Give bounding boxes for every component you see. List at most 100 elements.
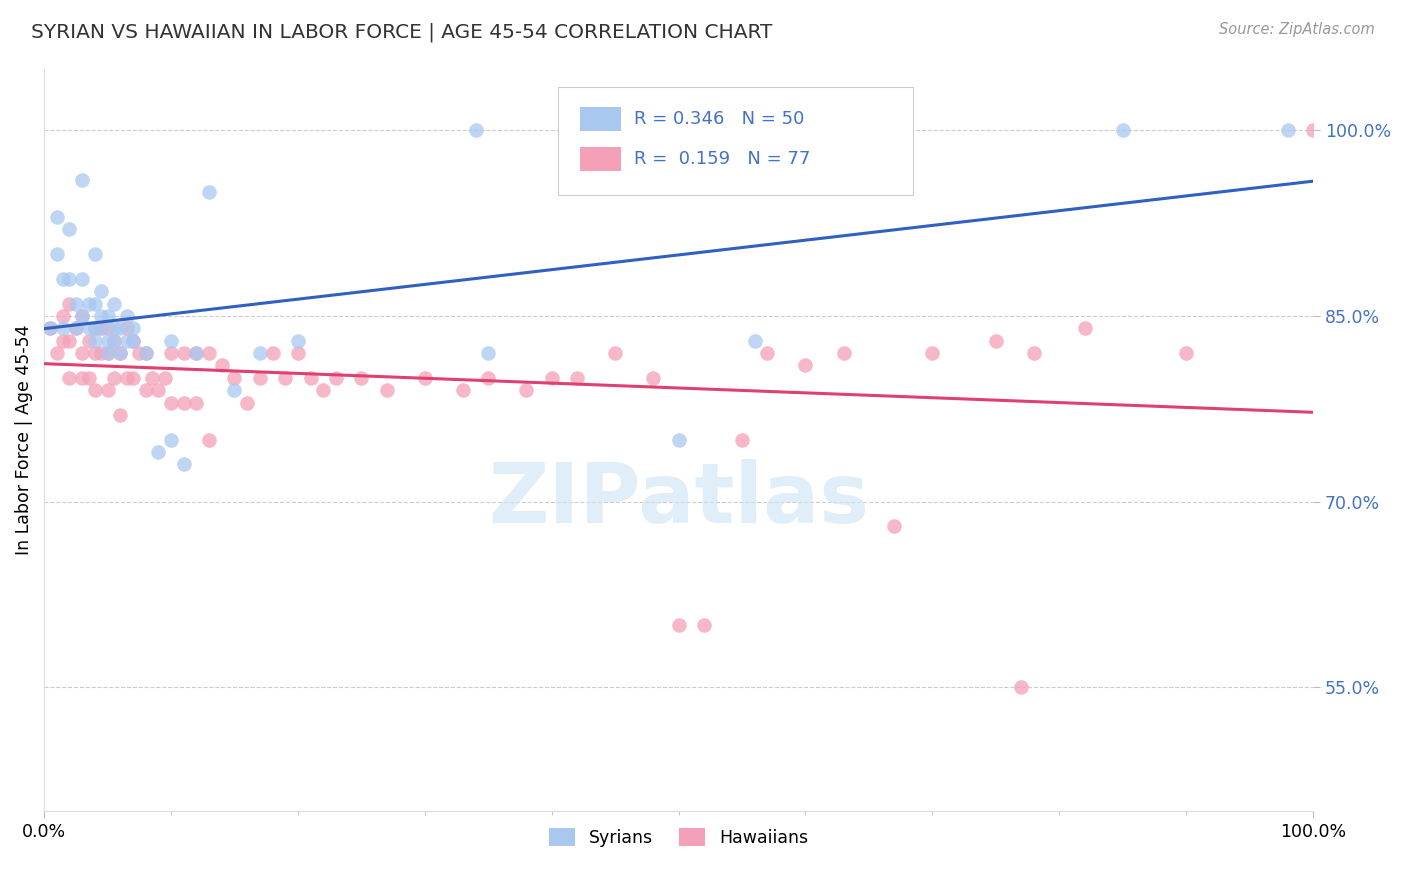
Point (274, 371, 297, 385)
Point (1022, 346, 1045, 360)
Text: Source: ZipAtlas.com: Source: ZipAtlas.com (1219, 22, 1375, 37)
Point (312, 383, 335, 397)
Point (160, 346, 183, 360)
Point (605, 346, 627, 360)
Point (198, 186, 221, 200)
Point (287, 334, 309, 348)
Point (540, 371, 562, 385)
Point (135, 383, 157, 397)
FancyBboxPatch shape (558, 87, 914, 194)
Text: SYRIAN VS HAWAIIAN IN LABOR FORCE | AGE 45-54 CORRELATION CHART: SYRIAN VS HAWAIIAN IN LABOR FORCE | AGE … (31, 22, 772, 42)
Point (325, 371, 347, 385)
Point (122, 371, 145, 385)
Point (110, 321, 132, 335)
Point (186, 346, 208, 360)
Point (1112, 123, 1135, 137)
Point (148, 445, 170, 459)
Point (153, 371, 176, 385)
Point (110, 346, 132, 360)
Legend: Syrians, Hawaiians: Syrians, Hawaiians (543, 822, 815, 855)
Point (83, 346, 105, 360)
Point (65, 321, 87, 335)
Point (58, 272, 80, 286)
Point (97, 346, 120, 360)
Point (58, 296, 80, 310)
Point (173, 395, 195, 409)
Point (883, 519, 905, 533)
Point (70, 371, 93, 385)
Point (39, 321, 62, 335)
Point (135, 346, 157, 360)
Point (45, 247, 67, 261)
Point (668, 618, 690, 632)
Point (1010, 680, 1032, 694)
Point (122, 334, 145, 348)
Point (83, 383, 105, 397)
Y-axis label: In Labor Force | Age 45-54: In Labor Force | Age 45-54 (15, 325, 32, 555)
Point (103, 334, 125, 348)
Point (186, 346, 208, 360)
Point (97, 334, 120, 348)
Point (115, 321, 138, 335)
Point (128, 346, 150, 360)
Point (693, 618, 716, 632)
Text: R = 0.346   N = 50: R = 0.346 N = 50 (634, 110, 804, 128)
Point (83, 334, 105, 348)
Point (90, 321, 112, 335)
Point (70, 173, 93, 187)
Point (97, 346, 120, 360)
Point (186, 395, 208, 409)
Bar (579, 147, 621, 171)
Point (39, 321, 62, 335)
Point (77, 296, 100, 310)
Point (83, 321, 105, 335)
Point (1302, 123, 1324, 137)
Point (110, 346, 132, 360)
Point (160, 395, 183, 409)
Point (110, 408, 132, 422)
Point (90, 321, 112, 335)
Point (97, 383, 120, 397)
Point (375, 383, 398, 397)
Point (236, 395, 259, 409)
Point (70, 309, 93, 323)
Point (135, 346, 157, 360)
Point (115, 334, 138, 348)
Point (58, 222, 80, 236)
Point (262, 346, 284, 360)
Point (90, 309, 112, 323)
Point (52, 272, 75, 286)
Point (90, 346, 112, 360)
Point (52, 309, 75, 323)
Point (83, 247, 105, 261)
Point (668, 433, 690, 447)
Point (122, 321, 145, 335)
Point (756, 346, 779, 360)
Point (160, 433, 183, 447)
Point (122, 334, 145, 348)
Point (1175, 346, 1198, 360)
Point (198, 433, 221, 447)
Point (97, 309, 120, 323)
Point (299, 371, 322, 385)
Point (115, 371, 138, 385)
Point (70, 272, 93, 286)
Point (249, 371, 271, 385)
Text: R =  0.159   N = 77: R = 0.159 N = 77 (634, 150, 810, 168)
Point (451, 383, 474, 397)
Point (90, 284, 112, 298)
Point (65, 296, 87, 310)
Point (921, 346, 943, 360)
Point (45, 210, 67, 224)
Point (83, 321, 105, 335)
Point (794, 123, 817, 137)
Point (97, 321, 120, 335)
Point (70, 309, 93, 323)
Point (173, 458, 195, 472)
Point (141, 371, 163, 385)
Point (65, 321, 87, 335)
Point (794, 359, 817, 373)
Point (1277, 123, 1299, 137)
Point (148, 383, 170, 397)
Point (477, 346, 499, 360)
